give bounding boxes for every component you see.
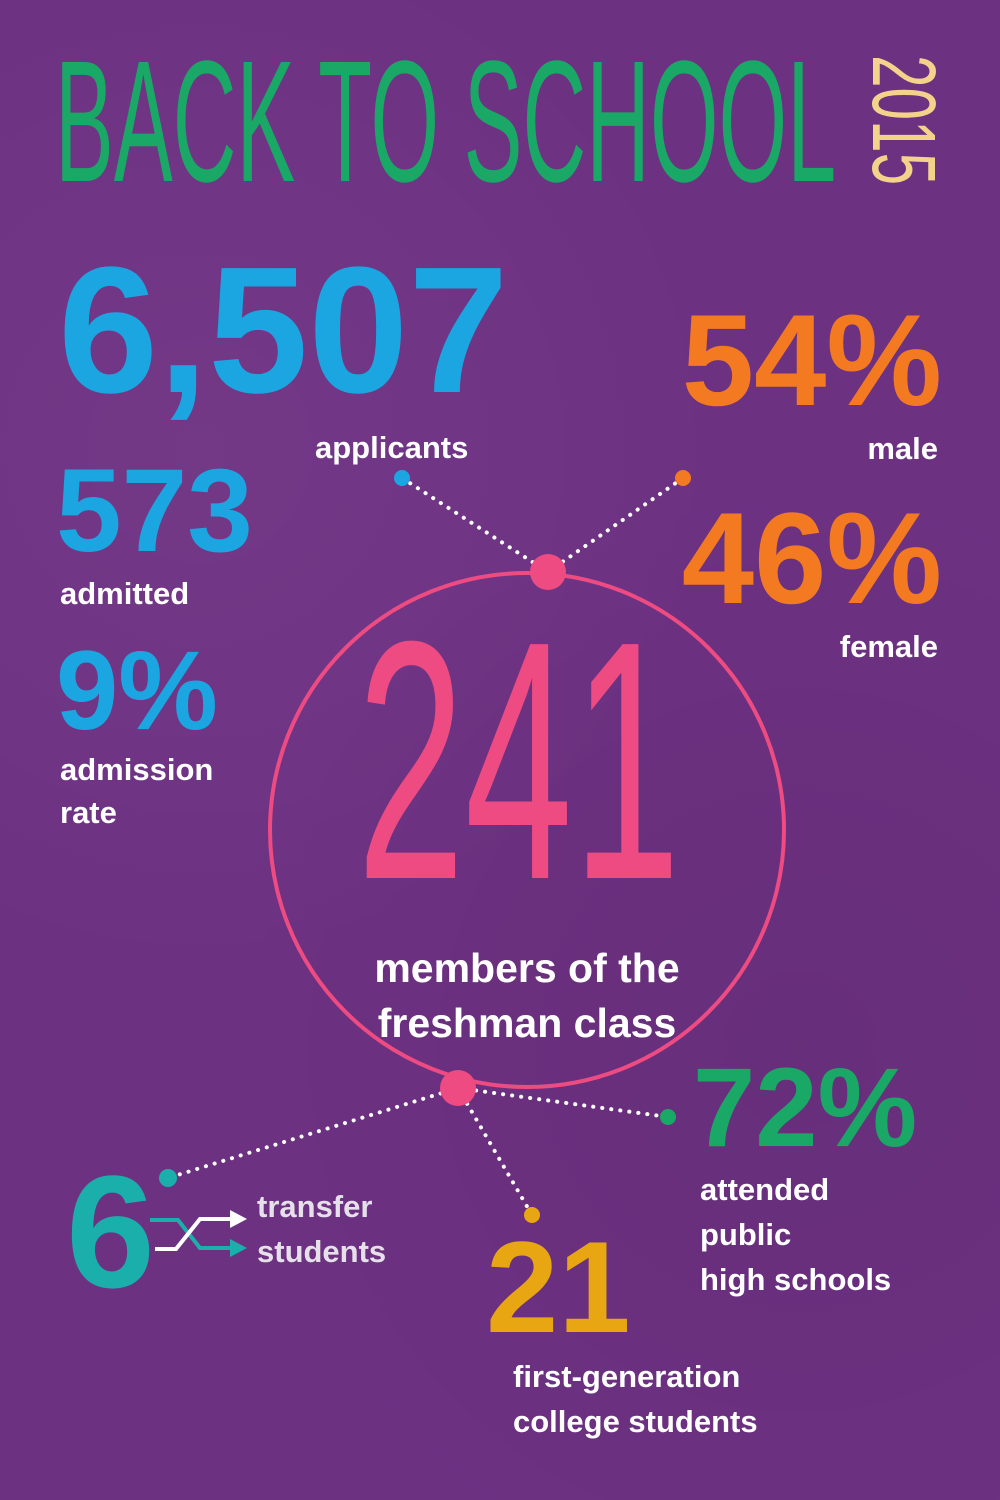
admission-rate-value: 9%	[56, 628, 218, 753]
connector-transfer	[166, 1086, 460, 1180]
connector-applicants	[400, 476, 550, 574]
dot-applicants	[394, 470, 410, 486]
male-label: male	[867, 431, 938, 466]
transfer-label-2: students	[257, 1234, 387, 1269]
public-hs-label-1: attended	[700, 1172, 830, 1207]
admitted-value: 573	[56, 445, 253, 577]
public-hs-label-3: high schools	[700, 1262, 892, 1297]
freshman-label-1: members of the	[374, 945, 680, 991]
connector-public	[456, 1086, 670, 1119]
page-title: BACK TO SCHOOL	[55, 24, 837, 218]
female-value: 46%	[681, 485, 942, 631]
admission-rate-label-1: admission	[60, 752, 214, 787]
freshman-value: 241	[357, 571, 681, 951]
first-gen-value: 21	[486, 1214, 631, 1360]
admission-rate-label-2: rate	[60, 795, 117, 830]
node-bottom	[440, 1070, 476, 1106]
freshman-circle	[268, 571, 786, 1089]
applicants-value: 6,507	[58, 230, 509, 431]
title-year: 2015	[853, 55, 953, 186]
public-hs-label-2: public	[700, 1217, 792, 1252]
freshman-label-2: freshman class	[377, 1000, 677, 1046]
admitted-label: admitted	[60, 576, 190, 611]
dot-gender	[675, 470, 691, 486]
dot-public	[660, 1109, 676, 1125]
dot-firstgen	[524, 1207, 540, 1223]
transfer-label-1: transfer	[257, 1189, 373, 1224]
connector-firstgen	[456, 1086, 534, 1217]
applicants-label: applicants	[315, 430, 469, 465]
female-label: female	[839, 629, 938, 664]
male-value: 54%	[681, 287, 942, 433]
node-top	[530, 554, 566, 590]
connector-gender	[546, 476, 685, 574]
public-hs-value: 72%	[693, 1045, 918, 1170]
dot-transfer	[159, 1169, 177, 1187]
first-gen-label-1: first-generation	[513, 1359, 741, 1394]
transfer-value: 6	[66, 1142, 155, 1321]
first-gen-label-2: college students	[513, 1404, 758, 1439]
